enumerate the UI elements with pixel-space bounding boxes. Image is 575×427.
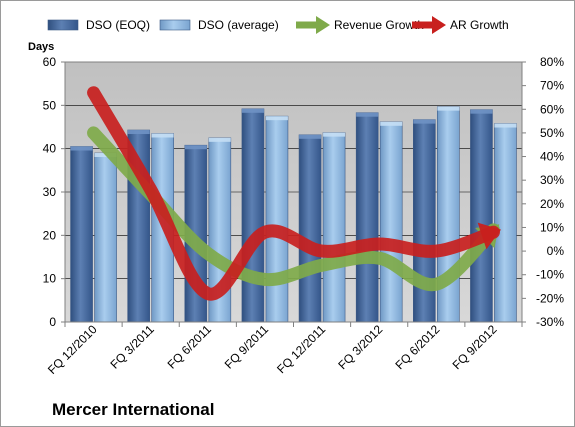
x-tick-label: FQ 3/2012 [335, 322, 385, 372]
bar-dso-eoq [70, 146, 93, 323]
left-tick-label: 10 [43, 272, 57, 286]
bar-dso-average-cap [380, 121, 403, 126]
right-tick-label: -30% [536, 315, 564, 329]
bar-dso-average [379, 121, 403, 323]
right-tick-label: 30% [540, 173, 564, 187]
right-tick-label: 80% [540, 55, 564, 69]
growth-lines [87, 86, 502, 301]
bar-dso-average-cap [494, 123, 517, 128]
x-tick-label: FQ 12/2011 [274, 322, 328, 376]
right-tick-label: 10% [540, 220, 564, 234]
left-tick-label: 0 [49, 315, 56, 329]
legend-dso-average-swatch [159, 19, 191, 31]
bar-dso-eoq [413, 119, 436, 323]
legend-revenue-growth-label: Revenue Growth [334, 18, 424, 32]
legend-ar-growth: AR Growth [412, 16, 509, 34]
bar-dso-eoq-cap [413, 119, 436, 124]
legend-dso-average-label: DSO (average) [198, 18, 279, 32]
bar-dso-average-cap [265, 116, 288, 121]
left-tick-label: 20 [43, 228, 57, 242]
bar-dso-eoq [298, 134, 322, 323]
right-tick-label: 20% [540, 197, 564, 211]
legend-revenue-growth: Revenue Growth [296, 16, 424, 34]
bar-dso-eoq-cap [70, 146, 93, 151]
bar-dso-average [322, 132, 346, 323]
legend-dso-average: DSO (average) [159, 18, 279, 32]
left-tick-label: 50 [43, 98, 57, 112]
right-tick-label: -20% [536, 291, 564, 305]
x-tick-label: FQ 9/2011 [222, 322, 272, 372]
legend-dso-eoq: DSO (EOQ) [47, 18, 150, 32]
left-tick-label: 40 [43, 142, 57, 156]
right-tick-label: 40% [540, 150, 564, 164]
line-ar-growth [87, 86, 500, 301]
x-tick-label: FQ 6/2012 [392, 322, 442, 372]
bar-dso-eoq [470, 109, 493, 323]
legend-ar-growth-label: AR Growth [450, 18, 509, 32]
right-tick-label: 70% [540, 79, 564, 93]
left-tick-label: 30 [43, 185, 57, 199]
bar-dso-average-cap [151, 133, 174, 138]
legend: DSO (EOQ) DSO (average) Revenue Growth AR G… [47, 16, 509, 34]
legend-revenue-growth-arrowhead [316, 16, 330, 34]
line-ar-growth-arrowhead [477, 222, 502, 250]
bar-dso-average [494, 123, 517, 323]
bar-dso-eoq-cap [127, 130, 150, 135]
right-tick-label: 60% [540, 102, 564, 116]
bar-dso-eoq-cap [470, 109, 493, 114]
bar-dso-eoq [241, 108, 265, 323]
bar-dso-average [94, 152, 117, 323]
legend-dso-eoq-label: DSO (EOQ) [86, 18, 150, 32]
x-tick-label: FQ 6/2011 [165, 322, 215, 372]
legend-dso-eoq-swatch [47, 19, 79, 31]
bar-dso-average-cap [437, 106, 460, 111]
right-tick-label: 50% [540, 126, 564, 140]
right-tick-label: -10% [536, 268, 564, 282]
bar-dso-eoq-cap [299, 134, 322, 139]
chart-title: Mercer International [52, 400, 215, 419]
bar-dso-eoq-cap [356, 112, 379, 117]
bar-dso-average-cap [208, 137, 231, 142]
x-tick-label: FQ 3/2011 [107, 322, 157, 372]
bar-dso-average [437, 106, 460, 323]
left-tick-label: 60 [43, 55, 57, 69]
bar-dso-average [265, 115, 289, 323]
legend-ar-growth-arrowhead [432, 16, 446, 34]
bar-dso-eoq-cap [184, 145, 207, 150]
y-axis-title: Days [28, 41, 54, 53]
x-tick-label: FQ 12/2010 [45, 322, 100, 377]
right-tick-label: 0% [547, 244, 565, 258]
bar-dso-eoq [355, 112, 379, 323]
bar-dso-average-cap [323, 132, 346, 137]
x-tick-label: FQ 9/2012 [450, 322, 500, 372]
bar-dso-eoq-cap [241, 108, 264, 113]
